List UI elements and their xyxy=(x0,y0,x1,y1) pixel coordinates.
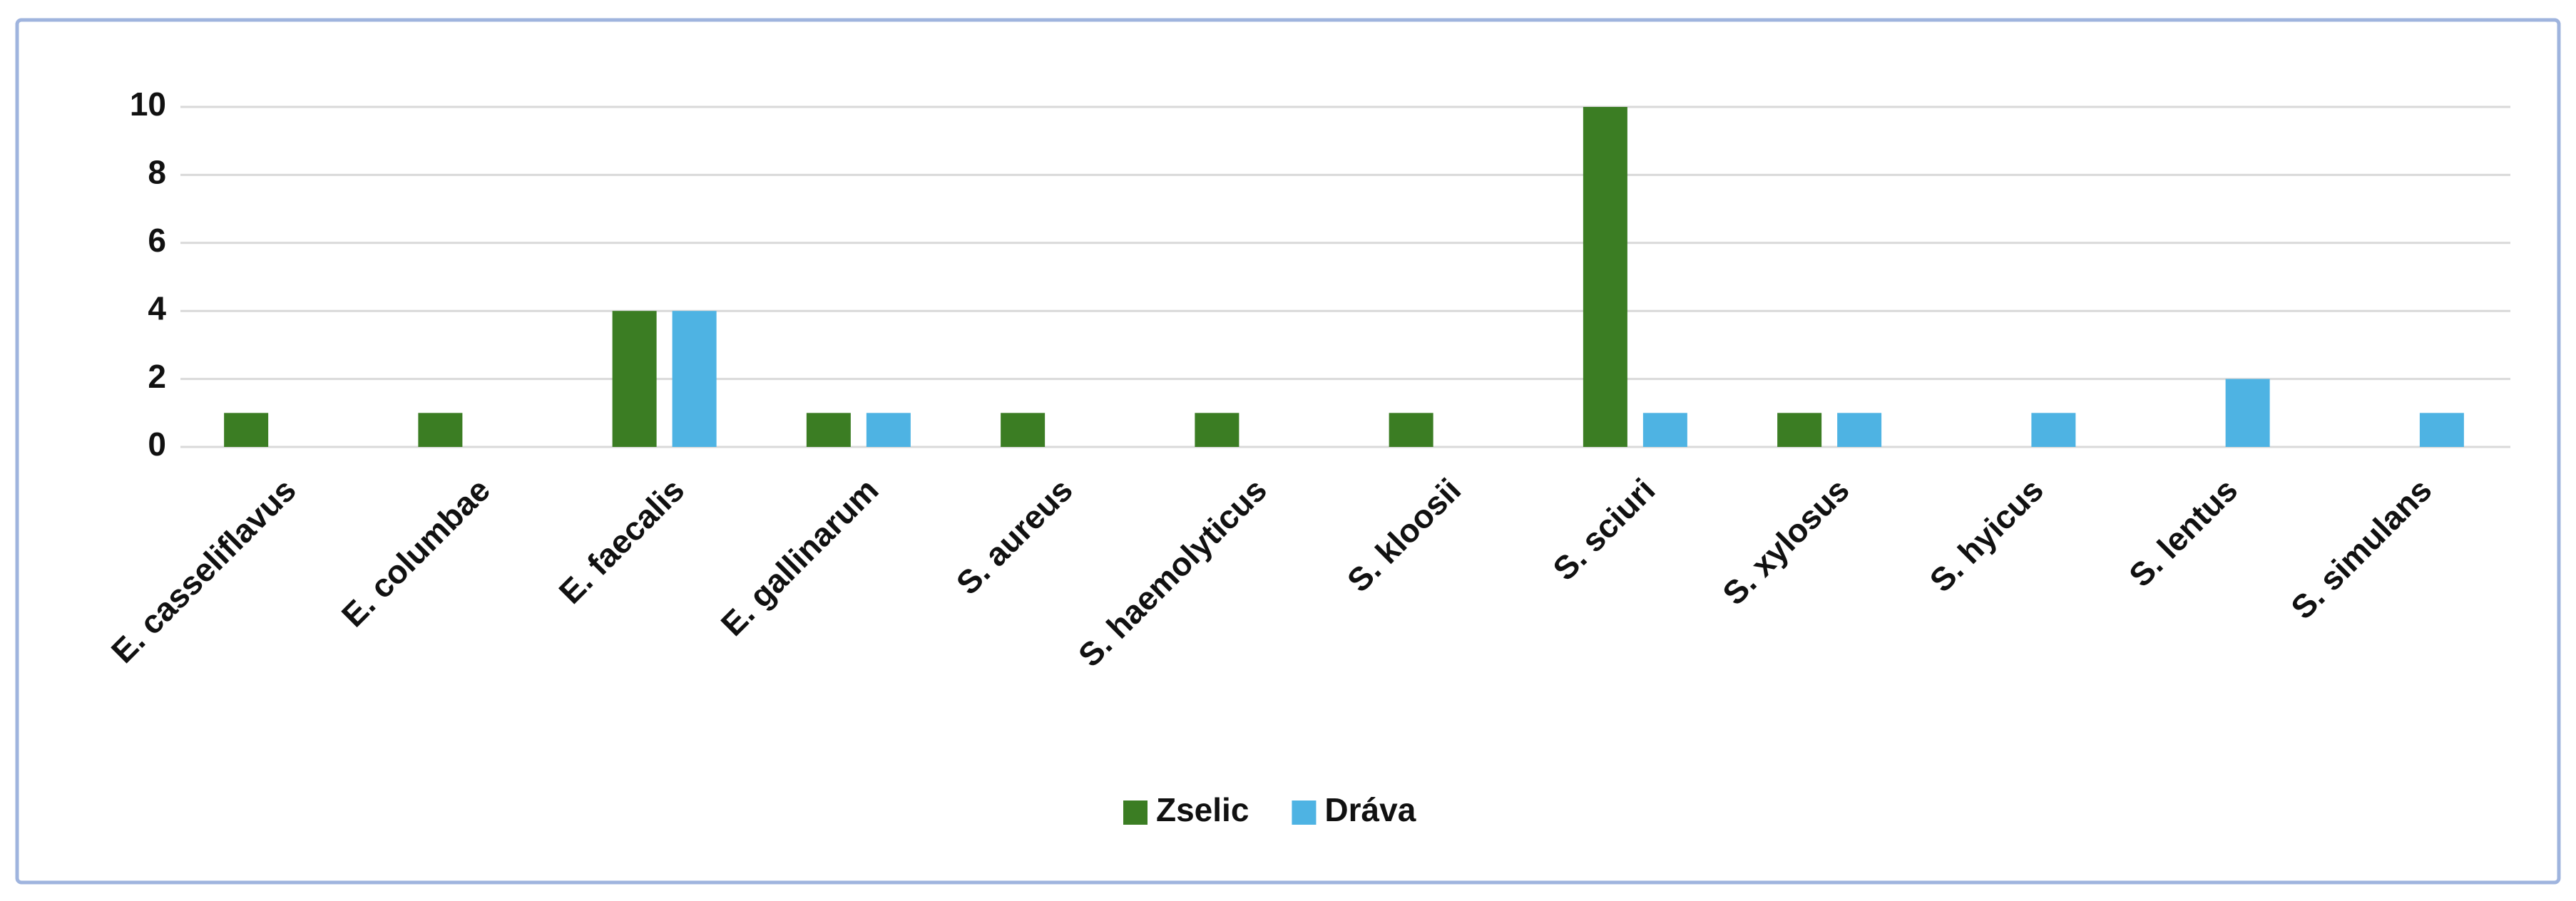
bar xyxy=(1195,413,1240,447)
bar xyxy=(2419,413,2464,447)
bar xyxy=(612,311,657,447)
bar xyxy=(1001,413,1046,447)
bar xyxy=(224,413,269,447)
y-tick-label: 2 xyxy=(148,358,166,395)
bar xyxy=(1642,413,1687,447)
bar xyxy=(672,311,717,447)
y-tick-label: 6 xyxy=(148,222,166,259)
bar xyxy=(418,413,463,447)
bar xyxy=(806,413,851,447)
y-tick-label: 10 xyxy=(130,86,166,123)
y-tick-label: 0 xyxy=(148,426,166,463)
chart-frame xyxy=(15,18,2561,885)
legend-label: Dráva xyxy=(1324,791,1416,828)
y-tick-label: 8 xyxy=(148,154,166,191)
legend-swatch xyxy=(1123,800,1148,825)
bar xyxy=(2225,379,2270,447)
bar xyxy=(1583,107,1627,447)
legend-label: Zselic xyxy=(1156,791,1249,828)
legend-swatch xyxy=(1292,800,1317,825)
bar xyxy=(866,413,911,447)
bar xyxy=(1389,413,1433,447)
bar xyxy=(1837,413,1882,447)
bar xyxy=(1777,413,1822,447)
bar xyxy=(2031,413,2076,447)
y-tick-label: 4 xyxy=(148,289,166,326)
